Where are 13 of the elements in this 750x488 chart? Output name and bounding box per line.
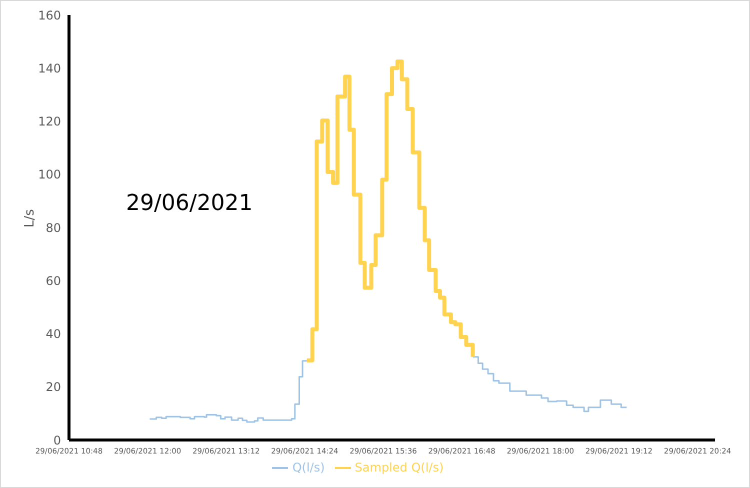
y-tick-label: 40 [46, 327, 61, 342]
y-axis-title: L/s [22, 208, 38, 228]
annotation: 29/06/2021 [126, 191, 253, 216]
legend-label: Sampled Q(l/s) [354, 460, 444, 474]
y-tick-label: 120 [38, 114, 61, 129]
y-tick-label: 100 [38, 168, 61, 182]
y-tick-label: 160 [38, 8, 61, 22]
y-tick-label: 140 [38, 61, 61, 76]
y-tick-label: 80 [46, 220, 61, 235]
y-tick-label: 20 [46, 380, 61, 394]
y-tick-label: 0 [53, 433, 61, 448]
legend-label: Q(l/s) [292, 460, 325, 474]
y-tick-label: 60 [46, 274, 61, 288]
